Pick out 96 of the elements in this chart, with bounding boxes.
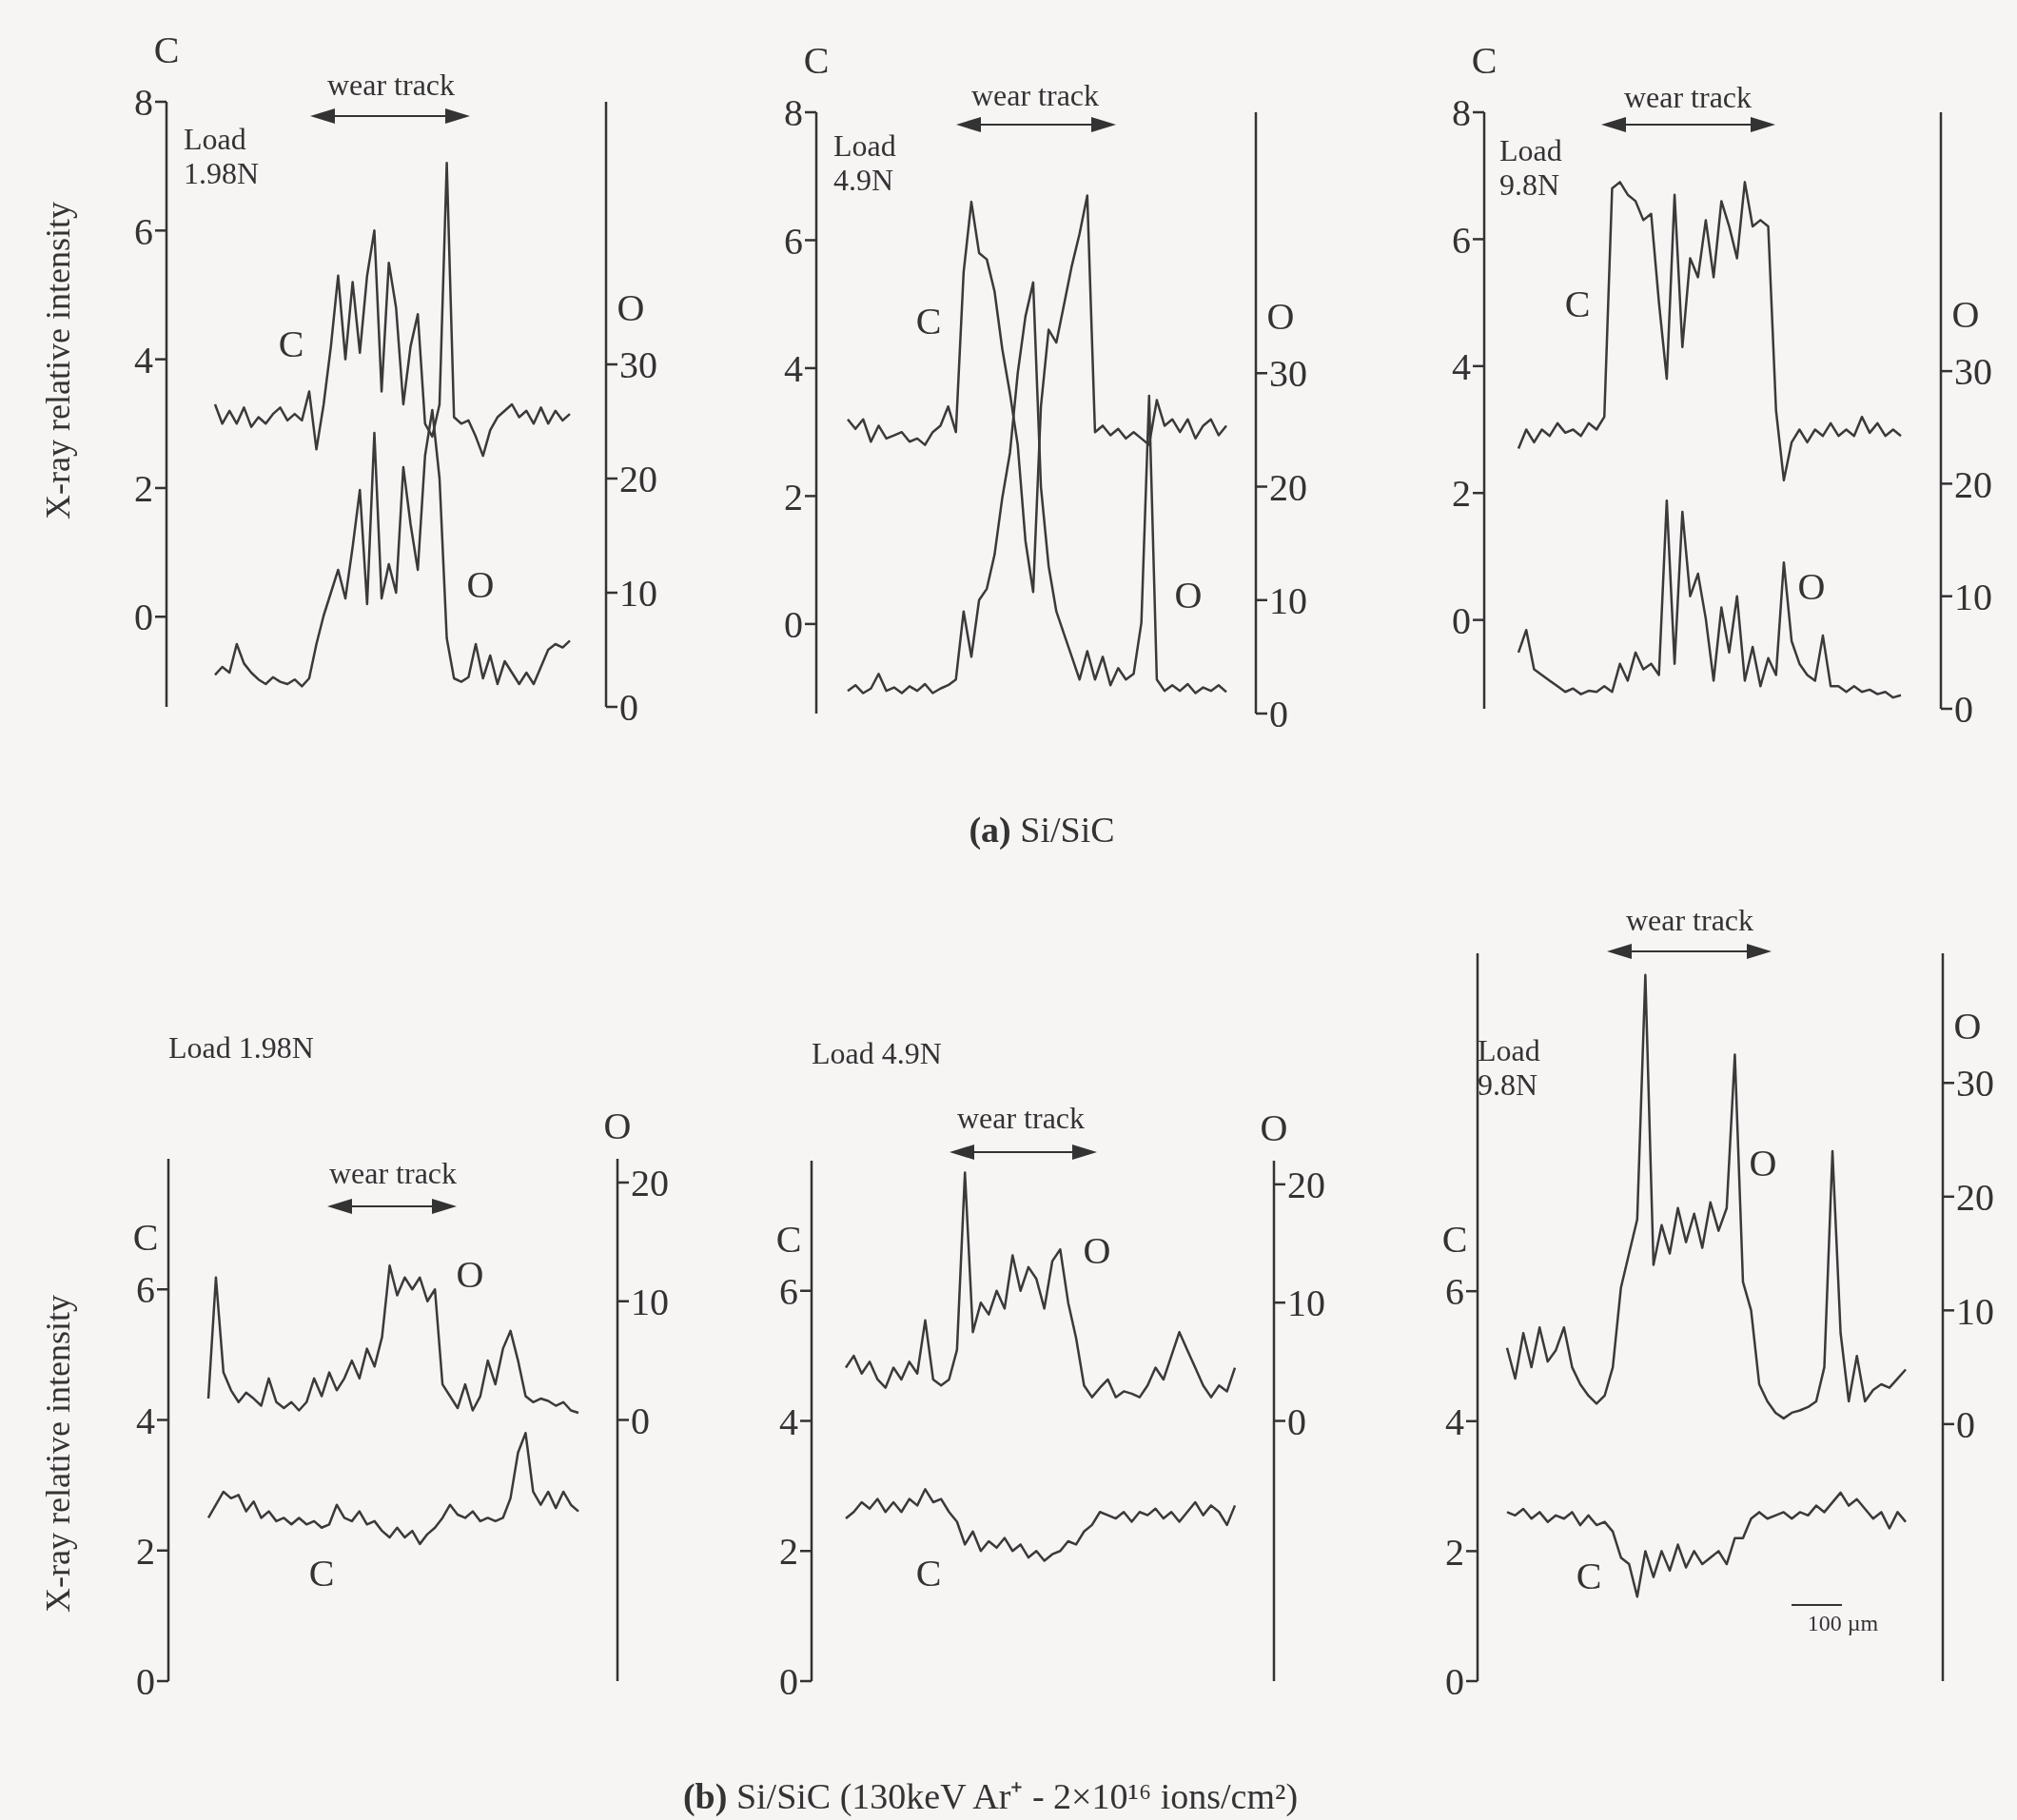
y2-tick-label: 20: [1287, 1164, 1325, 1207]
y2-axis-title: O: [1266, 293, 1295, 339]
y2-tick-label: 20: [1269, 465, 1307, 509]
series-label: C: [1576, 1553, 1602, 1598]
y2-tick-label: 10: [619, 572, 657, 616]
y-tick-label: 4: [784, 347, 803, 391]
y2-tick-label: 30: [619, 343, 657, 387]
y-tick-label: 0: [779, 1660, 798, 1704]
line-series: [844, 1171, 1237, 1399]
y-axis-title: C: [1471, 37, 1498, 83]
series-label: O: [1749, 1140, 1777, 1185]
y-axis-title: C: [803, 37, 830, 83]
annotation: Load 9.8N: [1499, 133, 1563, 202]
y-tick-label: 6: [134, 209, 153, 253]
text: Load 1.98N: [168, 1030, 315, 1065]
y-tick-label: 8: [134, 81, 153, 125]
text: wear track: [1625, 902, 1754, 938]
y2-tick-label: 0: [631, 1399, 650, 1442]
y2-tick-label: 20: [1956, 1176, 1994, 1219]
y-tick-label: 2: [134, 467, 153, 511]
series-label: O: [466, 561, 495, 607]
line-series: [206, 1431, 580, 1546]
annotation: wear track: [1623, 79, 1753, 115]
annotation: Load 4.9N: [833, 128, 897, 197]
line-series: [1517, 499, 1903, 699]
y-axis-title: C: [1441, 1216, 1468, 1262]
legend-label: O: [456, 1251, 484, 1297]
series-label: O: [1083, 1227, 1111, 1273]
y-tick-label: 4: [1452, 345, 1471, 389]
y-tick-label: 0: [1452, 598, 1471, 642]
y2-tick-label: 0: [1287, 1399, 1306, 1443]
y-tick-label: 4: [1445, 1399, 1464, 1443]
y-tick-label: 0: [136, 1660, 155, 1704]
text: (b) Si/SiC (130keV Ar⁺ - 2×10¹⁶ ions/cm²): [682, 1776, 1299, 1816]
y-tick-label: 2: [784, 475, 803, 519]
annotation: Load 9.8N: [1478, 1033, 1541, 1102]
y2-axis-title: O: [603, 1103, 632, 1148]
y2-tick-label: 30: [1956, 1062, 1994, 1106]
annotation: wear track: [328, 1155, 458, 1191]
y2-tick-label: 0: [1956, 1403, 1975, 1447]
y2-tick-label: 20: [619, 458, 657, 501]
y-tick-label: 0: [1445, 1660, 1464, 1704]
y2-axis-title: O: [1951, 291, 1980, 337]
y-tick-label: 2: [779, 1530, 798, 1574]
series-label: C: [915, 1550, 942, 1595]
y2-tick-label: 10: [631, 1280, 669, 1323]
y-tick-label: 0: [134, 596, 153, 639]
line-series: [1505, 1491, 1908, 1598]
text: (a) Si/SiC: [969, 810, 1115, 850]
line-series: [206, 1264, 580, 1415]
y-tick-label: 8: [1452, 91, 1471, 135]
text: wear track: [970, 77, 1100, 113]
y2-tick-label: 30: [1954, 350, 1992, 394]
y2-tick-label: 10: [1956, 1289, 1994, 1333]
y2-axis-title: O: [617, 284, 645, 330]
text: X-ray relative intensity: [38, 1295, 78, 1613]
y-tick-label: 4: [134, 338, 153, 382]
y2-tick-label: 0: [1269, 693, 1288, 736]
text: wear track: [326, 67, 456, 103]
y-tick-label: 6: [784, 219, 803, 263]
series-label: O: [1797, 563, 1826, 609]
y-tick-label: 6: [136, 1268, 155, 1312]
y-tick-label: 2: [1445, 1530, 1464, 1574]
text: X-ray relative intensity: [38, 202, 78, 519]
series-label: C: [278, 321, 304, 366]
y2-tick-label: 0: [619, 686, 638, 730]
y-tick-label: 8: [784, 91, 803, 135]
y-axis-title: C: [775, 1216, 802, 1262]
y2-tick-label: 10: [1287, 1282, 1325, 1325]
y-tick-label: 2: [1452, 472, 1471, 516]
y-axis-title: C: [153, 27, 180, 72]
series-label: O: [1174, 572, 1203, 617]
y2-tick-label: 20: [1954, 462, 1992, 506]
line-series: [844, 1488, 1237, 1562]
y-tick-label: 6: [1452, 218, 1471, 262]
annotation: Load 1.98N: [184, 122, 261, 190]
series-label: C: [1564, 281, 1591, 326]
y2-tick-label: 0: [1954, 688, 1973, 732]
y-tick-label: 4: [779, 1399, 798, 1443]
y2-tick-label: 10: [1954, 575, 1992, 618]
annotation: 100 µm: [1807, 1610, 1879, 1636]
y2-axis-title: O: [1953, 1003, 1982, 1048]
y-tick-label: 6: [1445, 1270, 1464, 1314]
y2-axis-title: O: [1260, 1105, 1288, 1150]
y-tick-label: 0: [784, 603, 803, 647]
text: wear track: [956, 1100, 1086, 1136]
text: Load 4.9N: [812, 1036, 943, 1070]
y-tick-label: 2: [136, 1529, 155, 1573]
y2-tick-label: 10: [1269, 578, 1307, 622]
series-label: C: [915, 298, 942, 343]
y-tick-label: 6: [779, 1269, 798, 1313]
series-label: C: [308, 1550, 335, 1595]
y2-tick-label: 20: [631, 1162, 669, 1205]
y-axis-title: C: [132, 1214, 159, 1260]
y-tick-label: 4: [136, 1399, 155, 1442]
y2-tick-label: 30: [1269, 352, 1307, 396]
